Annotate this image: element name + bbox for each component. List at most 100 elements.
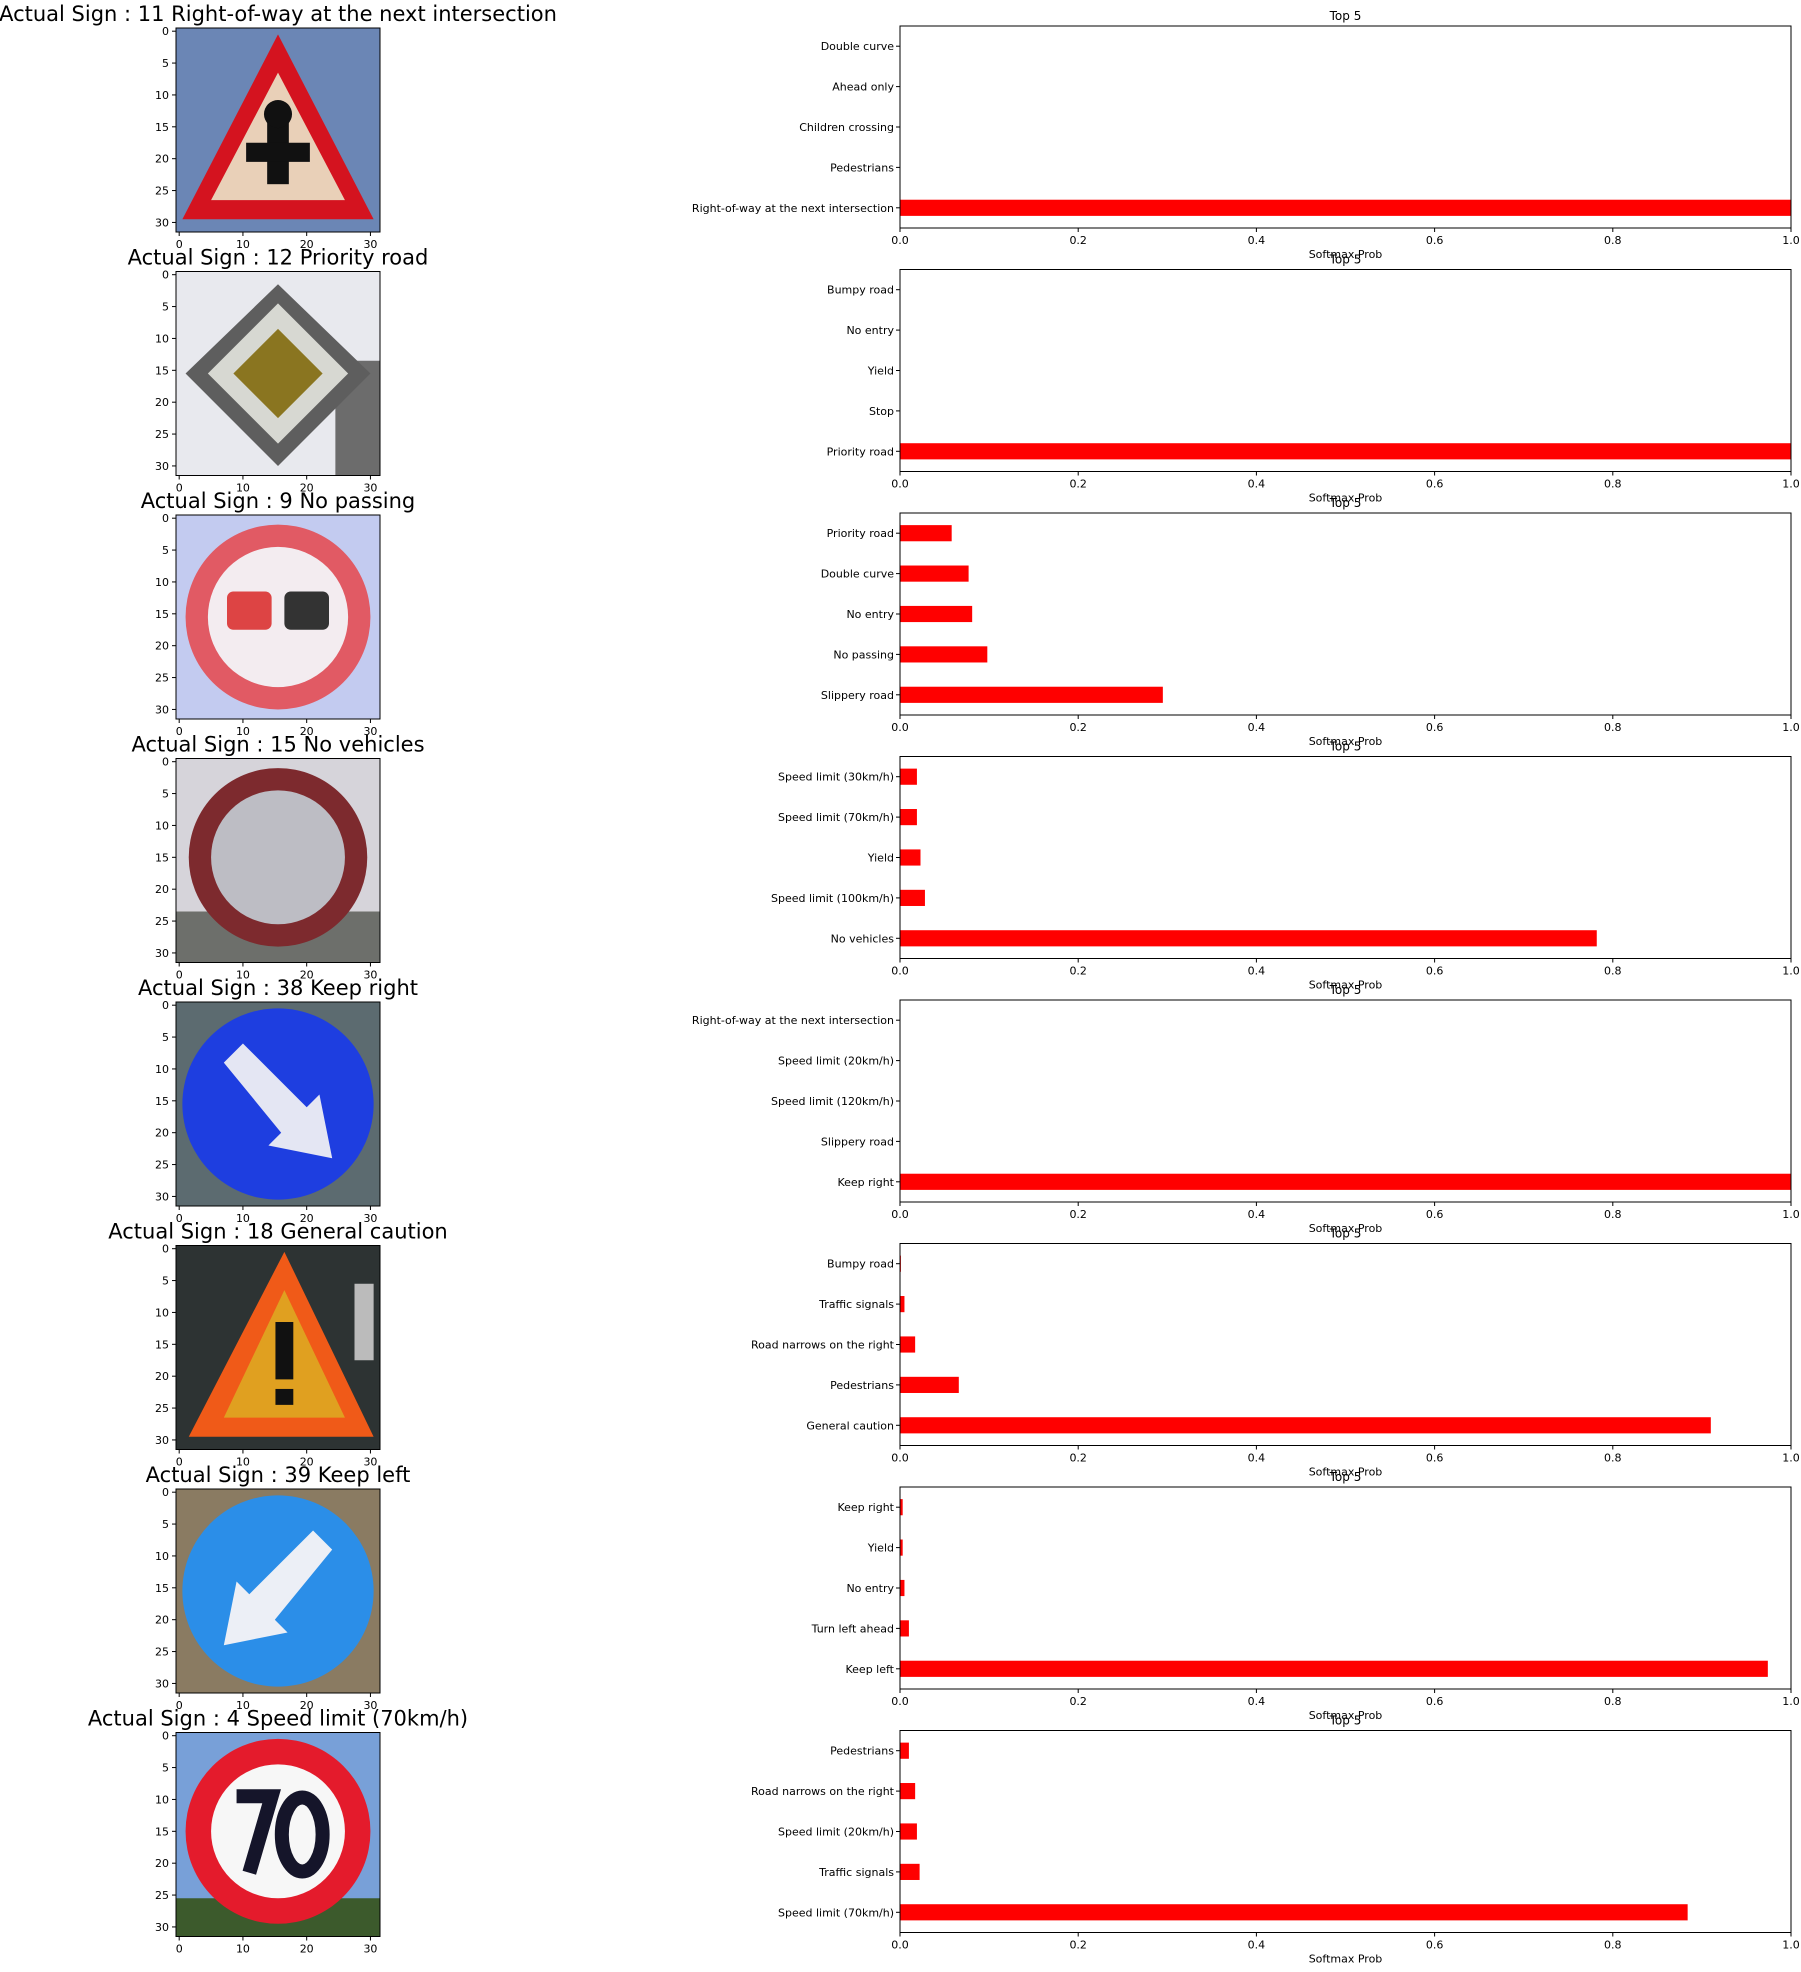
right-of-way-sign-icon [176,28,380,232]
image-ytick-label: 15 [155,121,169,134]
bar [900,1863,920,1880]
image-xtick-label: 30 [363,725,377,738]
image-ytick-label: 10 [155,1550,169,1563]
row-title: Actual Sign : 15 No vehicles [131,733,424,757]
bar [900,1904,1688,1921]
image-xtick-label: 0 [176,482,183,495]
image-xtick-label: 10 [236,482,250,495]
category-label: No vehicles [831,932,895,945]
plot-area [899,1243,1792,1446]
panel-title: Top 5 [1329,1470,1362,1484]
bar [900,1499,903,1516]
bar [900,1417,1711,1434]
image-xtick-label: 20 [300,1456,314,1469]
panel-title: Top 5 [1329,253,1362,267]
xtick-label: 0.2 [1069,1452,1087,1465]
category-label: Right-of-way at the next intersection [692,202,894,215]
image-ytick-label: 10 [155,1306,169,1319]
bar [900,1539,903,1556]
image-ytick-label: 5 [162,1275,169,1288]
image-xtick-label: 20 [300,1212,314,1225]
bar [900,1620,909,1637]
bar [900,605,973,623]
xtick-label: 1.0 [1782,1939,1800,1952]
category-label: Children crossing [799,121,894,134]
row-title: Actual Sign : 18 General caution [108,1220,447,1244]
plot-area [899,999,1792,1203]
image-ytick-label: 5 [162,57,169,70]
x-axis-label: Softmax Prob [1309,1466,1383,1479]
bar [900,686,1163,703]
category-label: Speed limit (20km/h) [778,1826,894,1839]
image-xtick-label: 10 [236,725,250,738]
category-label: Turn left ahead [811,1622,894,1635]
xtick-label: 0.4 [1248,478,1266,491]
image-xtick-label: 0 [176,725,183,738]
x-axis-label: Softmax Prob [1309,1222,1383,1235]
bar [900,646,988,663]
bar [900,1579,905,1597]
x-axis-label: Softmax Prob [1309,735,1383,748]
image-ytick-label: 30 [155,1677,169,1690]
image-ytick-label: 15 [155,1095,169,1108]
category-label: Road narrows on the right [751,1785,895,1798]
keep-left-sign-icon [176,1489,380,1693]
image-ytick-label: 30 [155,1190,169,1203]
bar [900,1376,959,1393]
row-title: Actual Sign : 39 Keep left [146,1463,411,1487]
xtick-label: 1.0 [1782,234,1800,247]
panel-title: Top 5 [1329,983,1362,997]
bar [900,1783,916,1800]
image-xtick-label: 0 [176,1456,183,1469]
bar [900,565,969,582]
xtick-label: 0.4 [1248,965,1266,978]
image-ytick-label: 20 [155,883,169,896]
image-ytick-label: 15 [155,1338,169,1351]
image-ytick-label: 10 [155,332,169,345]
plot-area [899,756,1792,959]
panel-title: Top 5 [1329,9,1362,23]
plot-area [899,269,1792,472]
xtick-label: 0.2 [1069,1939,1087,1952]
xtick-label: 0.4 [1248,234,1266,247]
category-label: No entry [846,324,894,337]
image-xtick-label: 30 [363,1943,377,1956]
image-xtick-label: 30 [363,1699,377,1712]
plot-area [899,512,1792,716]
category-label: Pedestrians [830,1745,894,1758]
keep-right-sign-icon [176,1002,380,1206]
image-ytick-label: 10 [155,1063,169,1076]
image-frame [175,514,381,720]
category-label: No entry [846,608,894,621]
image-ytick-label: 25 [155,915,169,928]
image-xtick-label: 20 [300,238,314,251]
xtick-label: 0.8 [1604,478,1622,491]
category-label: General caution [806,1419,894,1432]
panel-title: Top 5 [1329,496,1362,510]
image-ytick-label: 15 [155,1825,169,1838]
xtick-label: 0.6 [1426,234,1444,247]
category-label: Speed limit (120km/h) [771,1095,894,1108]
xtick-label: 0.8 [1604,1939,1622,1952]
bar [900,849,921,866]
category-label: Ahead only [832,81,894,94]
bar [900,443,1791,460]
row-title: Actual Sign : 38 Keep right [138,976,418,1000]
plot-area [899,1486,1792,1690]
image-xtick-label: 30 [363,482,377,495]
image-xtick-label: 20 [300,969,314,982]
bar [900,930,1597,947]
image-ytick-label: 30 [155,460,169,473]
category-label: Double curve [821,40,895,53]
image-ytick-label: 0 [162,756,169,769]
row-title: Actual Sign : 9 No passing [141,489,416,513]
x-axis-label: Softmax Prob [1309,979,1383,992]
bar [900,1660,1768,1677]
image-ytick-label: 5 [162,1518,169,1531]
image-ytick-label: 15 [155,1582,169,1595]
x-axis-label: Softmax Prob [1309,248,1383,261]
bar [900,1823,917,1840]
category-label: No passing [833,648,894,661]
image-ytick-label: 30 [155,947,169,960]
